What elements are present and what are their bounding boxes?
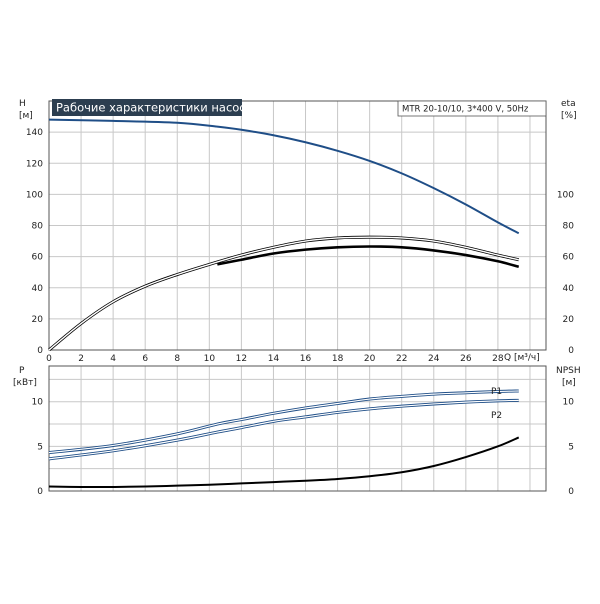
- x-tick-labels: 0 2 4 6 8 10 12 14 16 18 20 22 24 26 28: [46, 354, 504, 364]
- y-right-tick-label: 60: [563, 253, 575, 263]
- x-tick-label: 16: [300, 354, 312, 364]
- y-left-label: P: [19, 366, 25, 376]
- series-label-p1: P1: [491, 387, 502, 397]
- plot-frame: [48, 100, 547, 351]
- y-left-tick-label: 80: [32, 222, 44, 232]
- x-tick-label: 2: [78, 354, 84, 364]
- y-left-unit: [кВт]: [13, 378, 37, 388]
- y-right-tick-label: 20: [563, 315, 575, 325]
- x-axis-label: Q [м³/ч]: [504, 353, 540, 363]
- series-line-0-1: [48, 236, 519, 351]
- x-tick-label: 14: [268, 354, 280, 364]
- y-left-label: H: [19, 99, 26, 109]
- y-right-unit: [%]: [561, 111, 577, 121]
- x-tick-label: 24: [428, 354, 440, 364]
- x-tick-label: 4: [110, 354, 116, 364]
- left-tick-labels: 0 20 40 60 80 100 120 140: [26, 128, 43, 356]
- left-tick-labels: 0 5 10: [32, 398, 44, 497]
- x-tick-label: 28: [492, 354, 504, 364]
- y-right-label: NPSH: [556, 366, 581, 376]
- x-tick-label: 12: [236, 354, 247, 364]
- y-right-tick-label: 5: [568, 442, 574, 452]
- y-right-unit: [м]: [562, 378, 576, 388]
- x-tick-label: 10: [204, 354, 216, 364]
- power-npsh-panel: 0 5 10 0 5 10 P [кВт] NPSH [м] P1 P2: [13, 365, 581, 497]
- chart-title: Рабочие характеристики насоса: [56, 101, 253, 115]
- model-label: MTR 20-10/10, 3*400 V, 50Hz: [402, 105, 529, 115]
- y-left-tick-label: 40: [32, 284, 44, 294]
- y-right-tick-label: 80: [563, 222, 575, 232]
- y-right-tick-label: 0: [568, 487, 574, 497]
- y-left-unit: [м]: [19, 111, 33, 121]
- series-line-0-0: [48, 118, 520, 235]
- title-box: [52, 99, 242, 116]
- y-left-tick-label: 20: [32, 315, 44, 325]
- y-left-tick-label: 0: [37, 346, 43, 356]
- right-tick-labels: 0 20 40 60 80 100: [557, 190, 574, 356]
- series-line-0-2: [217, 245, 520, 268]
- y-left-tick-label: 10: [32, 398, 44, 408]
- y-left-tick-label: 120: [26, 159, 43, 169]
- x-tick-label: 26: [460, 354, 472, 364]
- head-efficiency-panel: 0 2 4 6 8 10 12 14 16 18 20 22 24 26 28 02040608010012…: [19, 99, 577, 364]
- y-left-tick-label: 100: [26, 190, 43, 200]
- series-group: [48, 118, 520, 352]
- y-left-tick-label: 0: [37, 487, 43, 497]
- y-right-tick-label: 100: [557, 190, 574, 200]
- series-line-p1: [48, 390, 519, 454]
- series-line-p2: [48, 399, 519, 460]
- model-badge: [397, 100, 547, 117]
- grid-lines: [48, 100, 546, 350]
- x-tick-label: 22: [396, 354, 407, 364]
- grid-lines: [48, 366, 546, 491]
- plot-frame: [48, 365, 547, 492]
- y-right-tick-label: 10: [563, 398, 575, 408]
- y-right-tick-label: 40: [563, 284, 575, 294]
- right-tick-labels: 0 5 10: [563, 398, 575, 497]
- series-line-1-2: [48, 436, 520, 489]
- x-tick-label: 20: [364, 354, 376, 364]
- x-tick-label: 18: [332, 354, 344, 364]
- x-tick-label: 8: [174, 354, 180, 364]
- y-left-tick-label: 60: [32, 253, 44, 263]
- series-label-p2: P2: [491, 411, 502, 421]
- series-group: [48, 389, 520, 489]
- x-tick-label: 0: [46, 354, 52, 364]
- y-left-tick-label: 5: [37, 442, 43, 452]
- y-right-tick-label: 0: [568, 346, 574, 356]
- y-left-tick-label: 140: [26, 128, 43, 138]
- x-tick-label: 6: [142, 354, 148, 364]
- y-right-label: eta: [561, 99, 576, 109]
